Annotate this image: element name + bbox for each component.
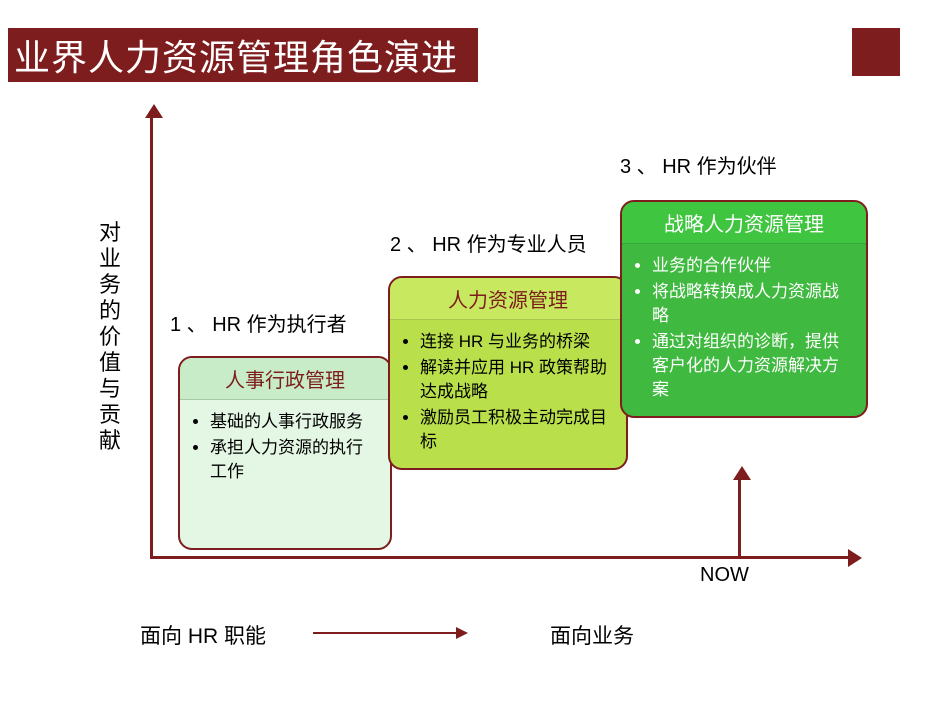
- stage-body-2: 连接 HR 与业务的桥梁解读并应用 HR 政策帮助达成战略激励员工积极主动完成目…: [390, 320, 626, 468]
- now-label: NOW: [700, 564, 749, 587]
- stage-3-bullet-2: 将战略转换成人力资源战略: [652, 280, 854, 328]
- stage-label-2: 2 、 HR 作为专业人员: [390, 228, 587, 257]
- stage-1-bullet-2: 承担人力资源的执行工作: [210, 436, 378, 484]
- bottom-arrow: [313, 632, 458, 634]
- stage-3-bullet-3: 通过对组织的诊断，提供客户化的人力资源解决方案: [652, 330, 854, 402]
- stage-header-2: 人力资源管理: [390, 278, 626, 320]
- chart-area: 对业务的价值与贡献 1 、 HR 作为执行者人事行政管理基础的人事行政服务承担人…: [100, 110, 880, 580]
- stage-3-bullet-1: 业务的合作伙伴: [652, 254, 854, 278]
- stage-box-3: 战略人力资源管理业务的合作伙伴将战略转换成人力资源战略通过对组织的诊断，提供客户…: [620, 200, 868, 418]
- stage-1-bullet-1: 基础的人事行政服务: [210, 410, 378, 434]
- stage-box-1: 人事行政管理基础的人事行政服务承担人力资源的执行工作: [178, 356, 392, 550]
- title-square: [852, 28, 900, 76]
- bottom-right-label: 面向业务: [550, 620, 634, 650]
- title-text: 业界人力资源管理角色演进: [14, 29, 458, 81]
- stage-body-1: 基础的人事行政服务承担人力资源的执行工作: [180, 400, 390, 498]
- title-bar: 业界人力资源管理角色演进: [8, 28, 478, 82]
- y-axis-label: 对业务的价值与贡献: [98, 220, 122, 454]
- stage-label-1: 1 、 HR 作为执行者: [170, 308, 347, 337]
- stage-label-3: 3 、 HR 作为伙伴: [620, 150, 777, 179]
- stage-2-bullet-2: 解读并应用 HR 政策帮助达成战略: [420, 356, 614, 404]
- stage-box-2: 人力资源管理连接 HR 与业务的桥梁解读并应用 HR 政策帮助达成战略激励员工积…: [388, 276, 628, 470]
- y-axis: [150, 116, 153, 556]
- stage-2-bullet-1: 连接 HR 与业务的桥梁: [420, 330, 614, 354]
- stage-header-3: 战略人力资源管理: [622, 202, 866, 244]
- bottom-left-label: 面向 HR 职能: [140, 620, 266, 650]
- stage-header-1: 人事行政管理: [180, 358, 390, 400]
- stage-2-bullet-3: 激励员工积极主动完成目标: [420, 406, 614, 454]
- now-arrow: [738, 478, 741, 556]
- x-axis: [150, 556, 850, 559]
- stage-body-3: 业务的合作伙伴将战略转换成人力资源战略通过对组织的诊断，提供客户化的人力资源解决…: [622, 244, 866, 416]
